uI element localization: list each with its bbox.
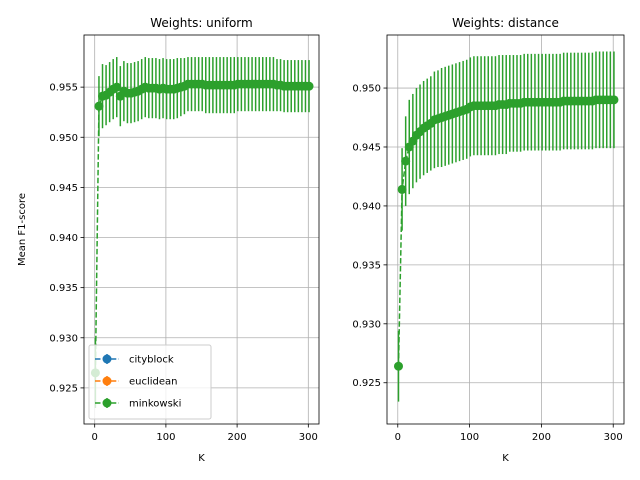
ticks: 0 100 200 300 0.925 0.930 0.935 0.940 0.945 0.950 [352,84,622,443]
y-tick-label: 0.930 [352,319,381,330]
x-tick-label: 300 [299,432,318,443]
chart-panel-distance: Weights: distance K 0 100 200 300 0.925 0.930… [352,16,625,464]
plot-frame [386,34,625,425]
y-tick-label: 0.925 [49,383,78,394]
legend-entry-euclidean: euclidean [95,376,178,388]
y-tick-label: 0.950 [352,84,381,95]
y-tick-label: 0.945 [49,183,78,194]
legend-label: cityblock [129,355,174,366]
legend: cityblock euclidean minkowski [88,344,212,420]
legend-marker [102,354,112,364]
legend-entry-minkowski: minkowski [95,398,181,410]
legend-entries: cityblock euclidean minkowski [95,354,181,410]
plot-frame [83,34,320,425]
y-axis-label: Mean F1-score [17,193,28,266]
y-tick-label: 0.945 [352,142,381,153]
legend-label: minkowski [129,399,181,410]
y-tick-label: 0.940 [352,201,381,212]
series-minkowski [393,51,619,402]
legend-label: euclidean [129,377,178,388]
x-tick-label: 100 [460,432,479,443]
x-tick-label: 0 [395,432,401,443]
legend-marker [102,398,112,408]
series-line [94,83,310,373]
data-point [112,82,122,92]
chart-panel-uniform: Weights: uniform K Mean F1-score 0 100 200… [17,16,320,464]
ticks: 0 100 200 300 0.925 0.930 0.935 0.940 0.945 0.950… [49,83,318,443]
y-tick-label: 0.925 [352,378,381,389]
x-tick-label: 200 [532,432,551,443]
x-tick-label: 100 [156,432,175,443]
data-point [609,95,619,105]
x-tick-label: 200 [228,432,247,443]
legend-entry-cityblock: cityblock [95,354,174,366]
legend-marker [102,376,112,386]
y-tick-label: 0.930 [49,333,78,344]
legend-box [88,344,212,420]
x-tick-label: 0 [91,432,97,443]
y-tick-label: 0.940 [49,233,78,244]
y-tick-label: 0.935 [352,260,381,271]
data-point [393,361,403,371]
x-axis-label-distance: K [502,453,509,464]
y-tick-label: 0.955 [49,83,78,94]
x-tick-label: 300 [604,432,623,443]
data-point [94,101,104,111]
y-tick-label: 0.935 [49,283,78,294]
series-minkowski [90,57,314,408]
data-point [397,184,407,194]
data-point [401,156,411,166]
y-tick-label: 0.950 [49,133,78,144]
data-point [304,81,314,91]
chart-title-distance: Weights: distance [452,16,559,30]
x-axis-label-uniform: K [198,453,205,464]
chart-title-uniform: Weights: uniform [150,16,252,30]
